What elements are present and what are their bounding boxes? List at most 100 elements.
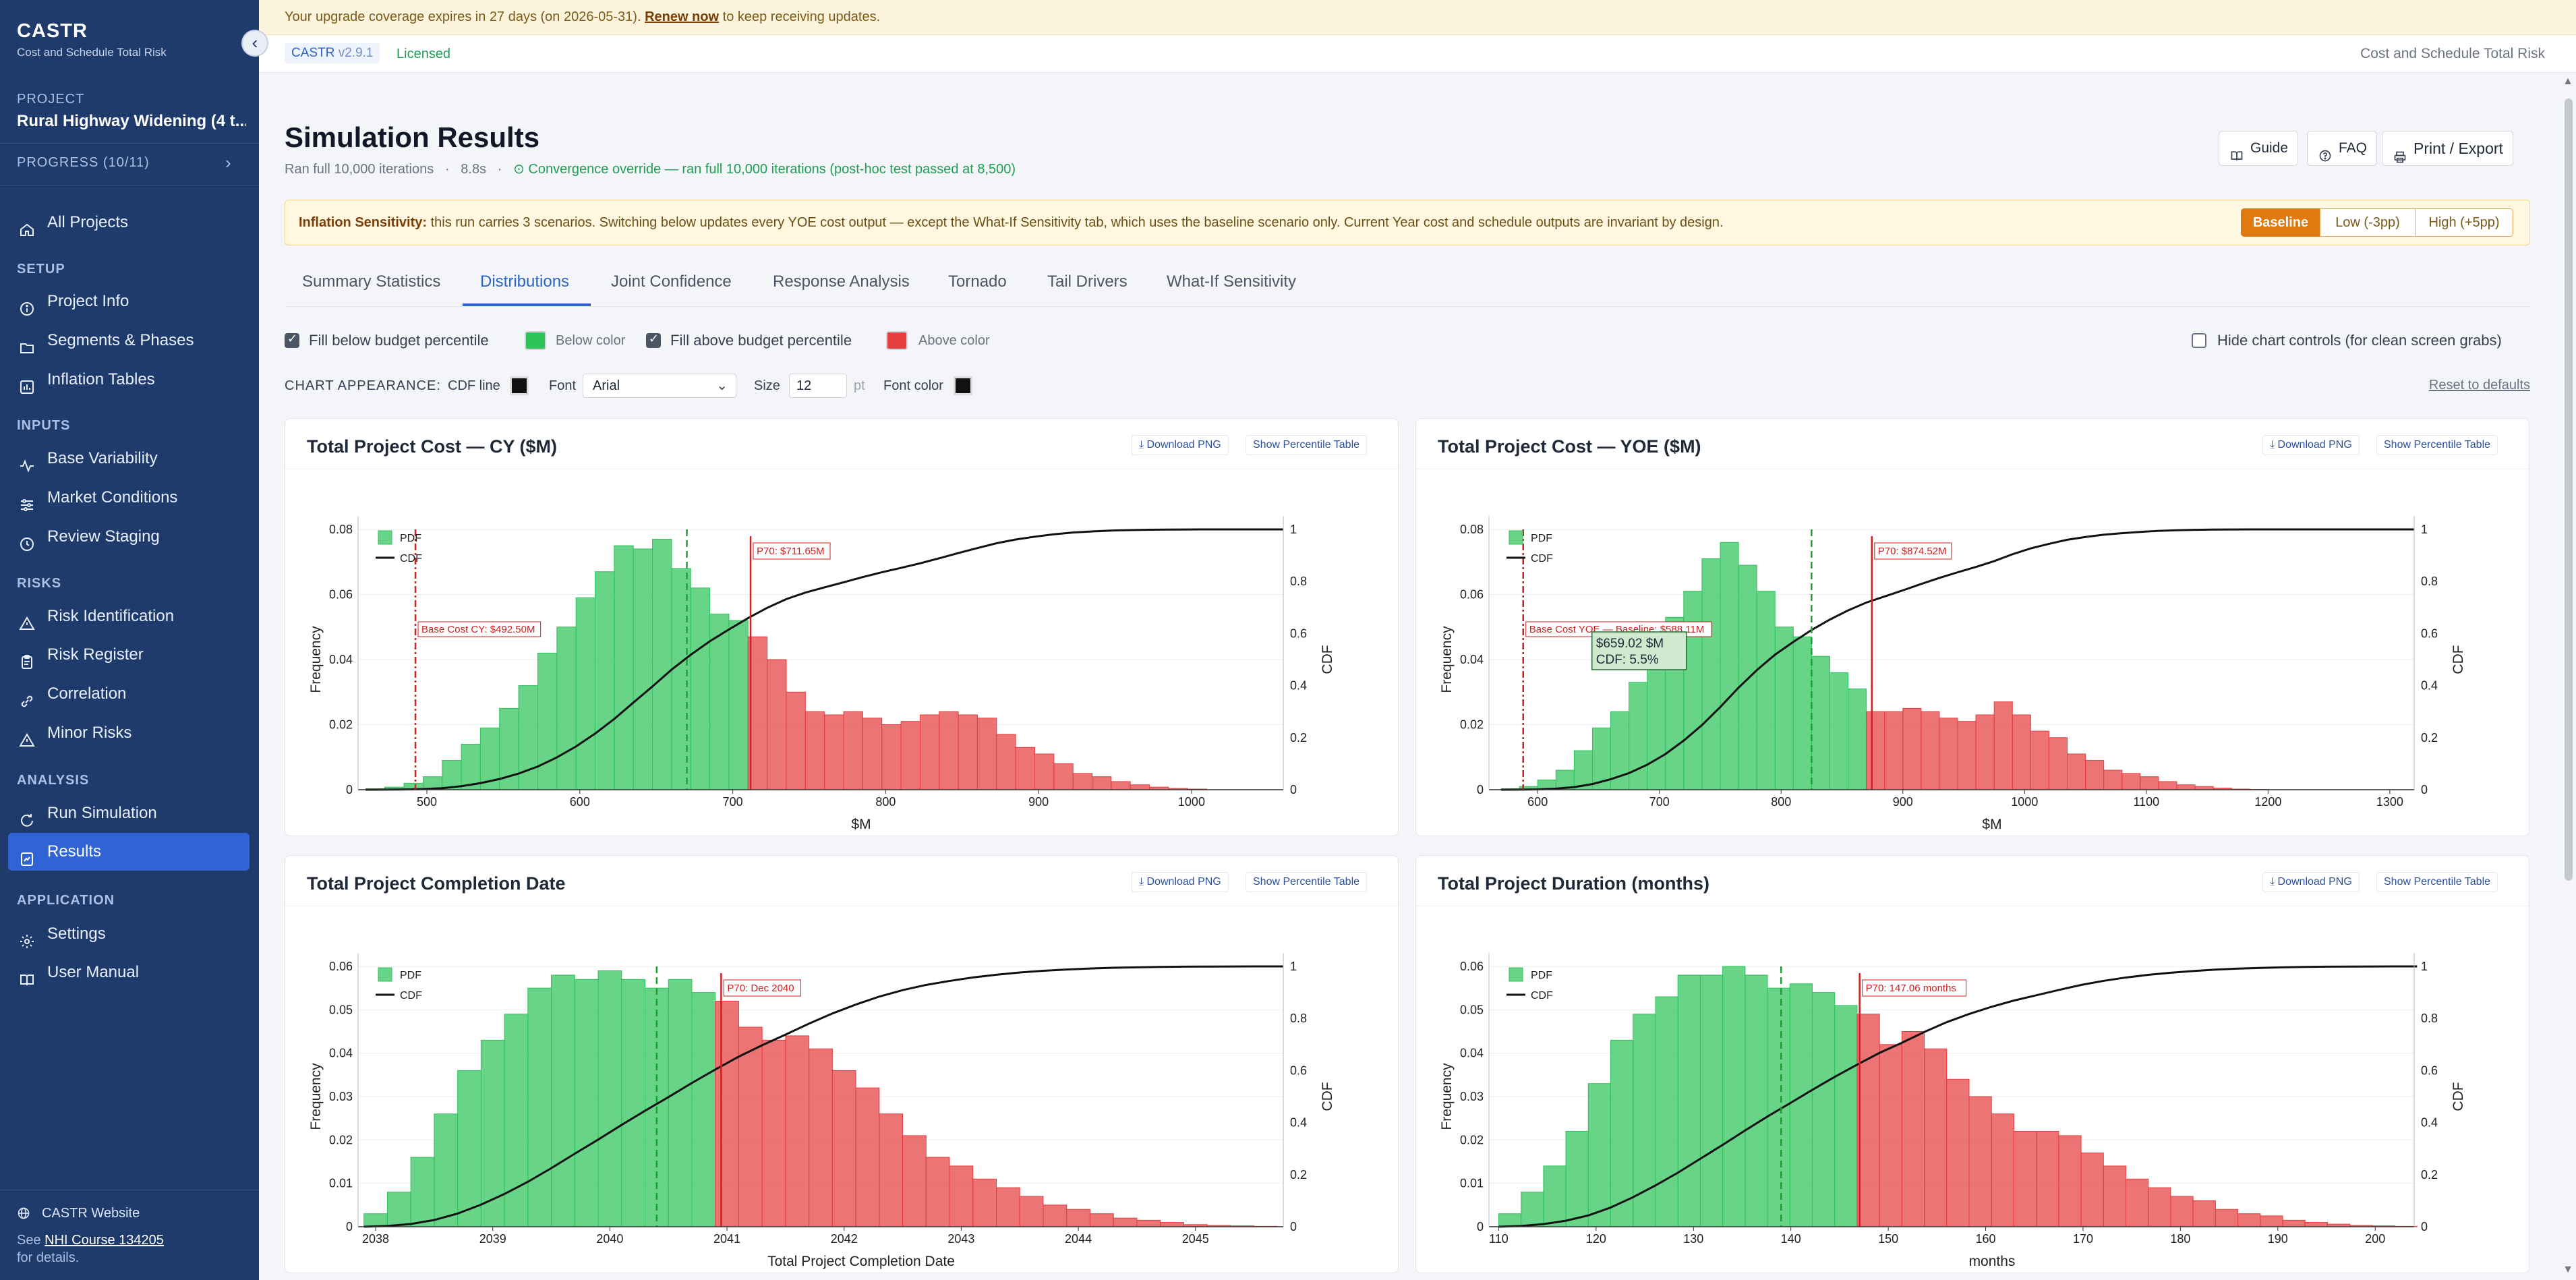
font-color-swatch[interactable] (954, 376, 972, 395)
histogram-bar (919, 714, 940, 790)
link-icon (19, 686, 35, 707)
histogram-bar (2085, 760, 2105, 790)
tab-joint-confidence[interactable]: Joint Confidence (611, 272, 732, 291)
x-tick-label: 2045 (1182, 1232, 1209, 1246)
histogram-bar (809, 1048, 833, 1227)
x-tick-label: 130 (1683, 1232, 1703, 1246)
chart-appearance-label: CHART APPEARANCE: (285, 378, 441, 393)
reset-defaults-link[interactable]: Reset to defaults (2428, 378, 2530, 392)
histogram-bar (551, 974, 575, 1227)
histogram-bar (996, 1187, 1020, 1227)
histogram-bar (1677, 974, 1701, 1227)
sidebar-item-inflation-tables[interactable]: Inflation Tables (8, 361, 250, 399)
scrollbar-thumb[interactable] (2565, 98, 2573, 881)
y-axis-label: Frequency (308, 626, 324, 693)
download-png-button[interactable]: ⤓ Download PNG (1132, 435, 1229, 455)
fill-above-label: Fill above budget percentile (670, 332, 852, 349)
y2-tick-label: 0.8 (1290, 1012, 1307, 1025)
y2-tick-label: 0 (2421, 783, 2428, 796)
histogram-bar (574, 979, 599, 1227)
clock-icon (19, 529, 35, 551)
sidebar-item-review-staging[interactable]: Review Staging (8, 518, 250, 556)
scenario-low[interactable]: Low (-3pp) (2320, 208, 2416, 237)
collapse-sidebar-button[interactable]: ‹ (241, 30, 268, 57)
download-png-button[interactable]: ⤓ Download PNG (2262, 435, 2360, 455)
below-color-swatch[interactable] (525, 331, 546, 350)
sidebar-item-all-projects[interactable]: All Projects (8, 204, 250, 241)
print-export-button[interactable]: Print / Export (2382, 131, 2513, 166)
above-color-swatch[interactable] (886, 331, 908, 350)
activity-icon (19, 450, 35, 473)
progress-toggle[interactable]: PROGRESS (10/11) (17, 155, 150, 170)
sidebar-item-project-info[interactable]: Project Info (8, 283, 250, 320)
tabs-divider (285, 306, 2530, 307)
sidebar-item-results[interactable]: Results (8, 833, 250, 871)
histogram-bar (671, 568, 691, 790)
histogram-bar (976, 718, 997, 790)
histogram-bar (2036, 1130, 2059, 1227)
fill-above-checkbox[interactable] (646, 332, 661, 348)
tab-tornado[interactable]: Tornado (948, 272, 1007, 291)
cdf-line-color-swatch[interactable] (510, 376, 529, 395)
scenario-baseline[interactable]: Baseline (2241, 208, 2320, 237)
sidebar-item-market-conditions[interactable]: Market Conditions (8, 479, 250, 517)
sidebar-item-run-simulation[interactable]: Run Simulation (8, 794, 250, 832)
font-select[interactable]: Arial ⌄ (583, 374, 736, 398)
histogram-bar (1655, 996, 1678, 1227)
y-tick-label: 0.05 (1460, 1003, 1484, 1016)
download-png-button[interactable]: ⤓ Download PNG (2262, 872, 2360, 892)
histogram-bar (1968, 1096, 1992, 1227)
tab-distributions[interactable]: Distributions (480, 272, 570, 291)
sidebar-item-label: Market Conditions (47, 488, 178, 506)
histogram-bar (1957, 721, 1977, 790)
coverage-banner: Your upgrade coverage expires in 27 days… (259, 0, 2576, 35)
size-unit: pt (854, 378, 865, 393)
castr-website-link[interactable]: CASTR Website (42, 1206, 140, 1221)
histogram-bar (786, 691, 806, 790)
sidebar-item-risk-identification[interactable]: Risk Identification (8, 598, 250, 635)
sidebar-item-base-variability[interactable]: Base Variability (8, 440, 250, 477)
sidebar-item-settings[interactable]: Settings (8, 915, 250, 953)
faq-button[interactable]: FAQ (2307, 131, 2378, 166)
cdf-line-label: CDF line (448, 378, 500, 393)
tab-tail-drivers[interactable]: Tail Drivers (1047, 272, 1128, 291)
font-color-label: Font color (883, 378, 943, 393)
project-name[interactable]: Rural Highway Widening (4 t... (17, 112, 246, 130)
chevron-right-icon[interactable]: › (225, 152, 231, 173)
sidebar-item-label: Risk Identification (47, 607, 175, 625)
scroll-down-arrow-icon[interactable]: ▼ (2563, 1264, 2573, 1275)
renew-link[interactable]: Renew now (645, 9, 720, 24)
x-tick-label: 1000 (1178, 795, 1205, 809)
tab-summary-statistics[interactable]: Summary Statistics (302, 272, 441, 291)
tab-response-analysis[interactable]: Response Analysis (773, 272, 910, 291)
sidebar-item-segments-phases[interactable]: Segments & Phases (8, 322, 250, 359)
x-tick-label: 800 (1771, 795, 1791, 809)
font-size-input[interactable]: 12 (789, 374, 847, 398)
show-percentile-table-button[interactable]: Show Percentile Table (1246, 435, 1368, 455)
course-link[interactable]: NHI Course 134205 (45, 1233, 164, 1248)
sidebar-item-minor-risks[interactable]: Minor Risks (8, 714, 250, 752)
chart-card-cost-yoe: Total Project Cost — YOE ($M) ⤓ Download… (1415, 418, 2529, 836)
histogram-bar (1555, 769, 1575, 790)
scenario-high[interactable]: High (+5pp) (2415, 208, 2513, 237)
scroll-up-arrow-icon[interactable]: ▲ (2563, 76, 2573, 87)
tab-what-if-sensitivity[interactable]: What-If Sensitivity (1167, 272, 1297, 291)
show-percentile-table-button[interactable]: Show Percentile Table (2376, 872, 2498, 892)
fill-below-checkbox[interactable] (285, 332, 299, 348)
sidebar-item-risk-register[interactable]: Risk Register (8, 636, 250, 674)
histogram-bar (900, 721, 920, 790)
guide-button[interactable]: Guide (2219, 131, 2299, 166)
x-tick-label: 700 (1649, 795, 1670, 809)
license-status: Licensed (397, 47, 451, 61)
download-png-button[interactable]: ⤓ Download PNG (1132, 872, 1229, 892)
sidebar-item-label: Risk Register (47, 645, 144, 664)
sidebar-item-user-manual[interactable]: User Manual (8, 954, 250, 991)
y2-tick-label: 0 (1290, 1220, 1297, 1233)
show-percentile-table-button[interactable]: Show Percentile Table (2376, 435, 2498, 455)
chart-card-completion-date: Total Project Completion Date ⤓ Download… (285, 855, 1399, 1273)
base-cost-label-box (417, 621, 541, 637)
hide-controls-checkbox[interactable] (2192, 333, 2206, 348)
sidebar-item-correlation[interactable]: Correlation (8, 675, 250, 713)
show-percentile-table-button[interactable]: Show Percentile Table (1246, 872, 1368, 892)
x-tick-label: 2042 (831, 1232, 858, 1246)
